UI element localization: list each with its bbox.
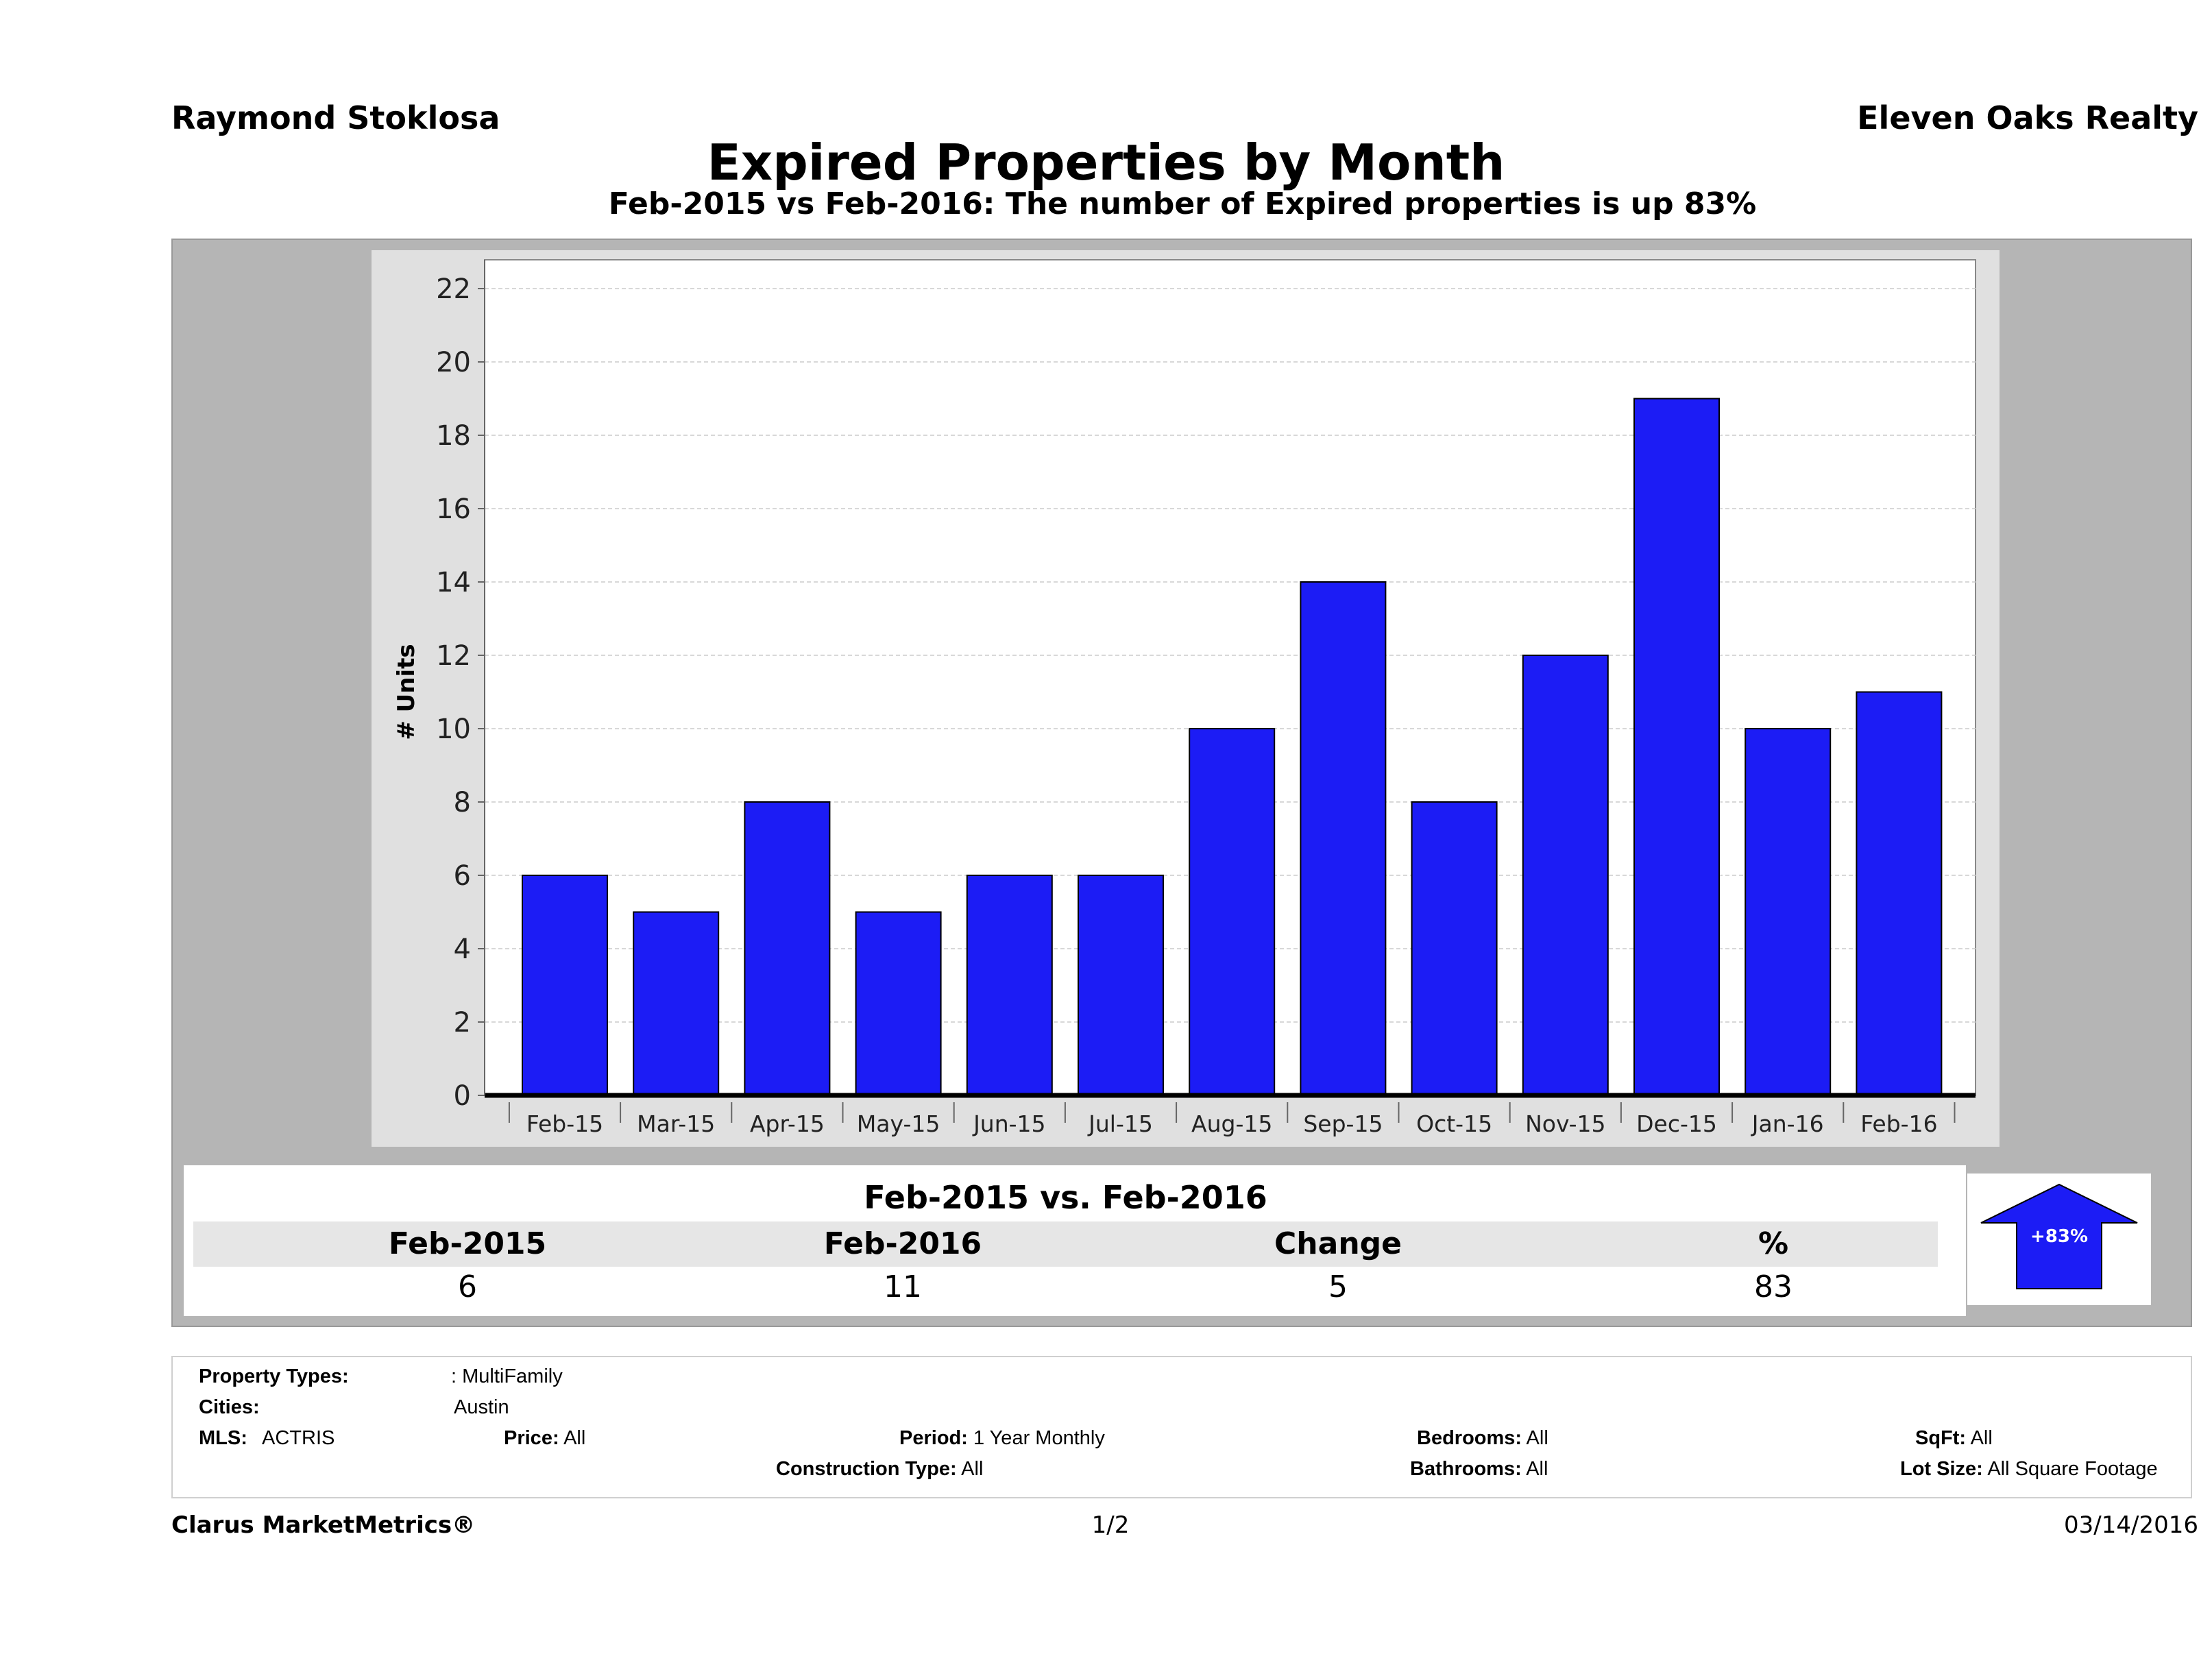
- bar: [1411, 801, 1498, 1096]
- x-tick-label: Nov-15: [1525, 1110, 1605, 1137]
- y-tick-label: 20: [436, 347, 471, 378]
- summary-value-row: 6 11 5 83: [193, 1267, 1938, 1308]
- bar: [966, 875, 1053, 1096]
- construction-type-value: All: [961, 1458, 984, 1480]
- y-tick-label: 2: [454, 1007, 471, 1038]
- x-tick-label: Apr-15: [750, 1110, 825, 1137]
- x-tick-label: Aug-15: [1191, 1110, 1272, 1137]
- bathrooms-label: Bathrooms:: [1410, 1458, 1522, 1480]
- lot-size-label: Lot Size:: [1900, 1458, 1983, 1480]
- company-name: Eleven Oaks Realty: [1857, 99, 2198, 136]
- bar: [1522, 655, 1609, 1096]
- x-tick-label: Sep-15: [1303, 1110, 1383, 1137]
- bar: [633, 911, 720, 1096]
- x-tick-label: Dec-15: [1636, 1110, 1717, 1137]
- property-types-value: : MultiFamily: [451, 1365, 563, 1387]
- y-tick-label: 16: [436, 494, 471, 525]
- x-tick-label: Jul-15: [1087, 1110, 1153, 1137]
- period-label: Period:: [899, 1427, 968, 1449]
- y-tick-label: 6: [454, 860, 471, 892]
- report-date: 03/14/2016: [2064, 1511, 2198, 1539]
- price-label: Price:: [504, 1427, 559, 1449]
- change-badge-label: +83%: [2030, 1226, 2088, 1247]
- y-tick-label: 4: [454, 934, 471, 965]
- footer-brand: Clarus MarketMetrics®: [171, 1511, 476, 1539]
- summary-header-change: Change: [1274, 1226, 1402, 1261]
- construction-type-label: Construction Type:: [776, 1458, 957, 1480]
- bar: [522, 875, 608, 1096]
- filter-info-box: Property Types: : MultiFamily Cities: Au…: [171, 1356, 2192, 1498]
- chart-title: Expired Properties by Month: [707, 134, 1505, 191]
- summary-header-feb2015: Feb-2015: [388, 1226, 547, 1261]
- property-types-label: Property Types:: [199, 1365, 349, 1387]
- y-axis-label: # Units: [393, 644, 420, 740]
- bar: [1300, 581, 1387, 1096]
- sqft-value: All: [1970, 1427, 1993, 1449]
- y-tick-label: 22: [436, 273, 471, 305]
- price-value: All: [563, 1427, 586, 1449]
- y-tick-label: 10: [436, 714, 471, 745]
- bathrooms-value: All: [1526, 1458, 1548, 1480]
- bedrooms-value: All: [1526, 1427, 1548, 1449]
- lot-size-value: All Square Footage: [1987, 1458, 2158, 1480]
- agent-name: Raymond Stoklosa: [171, 99, 500, 136]
- y-tick-label: 12: [436, 640, 471, 672]
- bar: [1856, 691, 1943, 1096]
- bar: [1189, 728, 1276, 1096]
- bar: [1078, 875, 1164, 1096]
- period-value: 1 Year Monthly: [973, 1427, 1105, 1449]
- bedrooms-label: Bedrooms:: [1417, 1427, 1522, 1449]
- bar: [1633, 398, 1720, 1096]
- page-number: 1/2: [1091, 1511, 1130, 1539]
- x-tick-label: Feb-16: [1860, 1110, 1937, 1137]
- mls-label: MLS:: [199, 1427, 247, 1449]
- chart-subtitle: Feb-2015 vs Feb-2016: The number of Expi…: [608, 186, 1757, 221]
- summary-title: Feb-2015 vs. Feb-2016: [193, 1174, 1938, 1221]
- up-arrow-icon: +83%: [1980, 1183, 2138, 1289]
- summary-value-change: 5: [1328, 1269, 1348, 1304]
- y-tick-label: 14: [436, 567, 471, 598]
- summary-value-feb2016: 11: [884, 1269, 922, 1304]
- y-tick-label: 0: [454, 1080, 471, 1112]
- bar: [855, 911, 942, 1096]
- x-tick-label: Oct-15: [1416, 1110, 1492, 1137]
- bar: [744, 801, 831, 1096]
- cities-label: Cities:: [199, 1396, 260, 1418]
- summary-header-row: Feb-2015 Feb-2016 Change %: [193, 1221, 1938, 1267]
- y-tick-label: 18: [436, 420, 471, 452]
- mls-value: ACTRIS: [262, 1427, 335, 1449]
- summary-header-percent: %: [1758, 1226, 1789, 1261]
- cities-value: Austin: [454, 1396, 509, 1418]
- y-tick-label: 8: [454, 787, 471, 818]
- summary-value-percent: 83: [1754, 1269, 1792, 1304]
- x-tick-label: Jun-15: [972, 1110, 1045, 1137]
- change-badge: +83%: [1967, 1174, 2151, 1305]
- bar: [1745, 728, 1832, 1096]
- x-tick-label: Jan-16: [1751, 1110, 1824, 1137]
- x-tick-label: Feb-15: [526, 1110, 603, 1137]
- summary-value-feb2015: 6: [458, 1269, 477, 1304]
- bar-chart: 0 2 4 6 8 10 12 14 16 18 20 22 # Units Feb-15 Mar-15 Ap…: [393, 259, 1976, 1137]
- x-tick-label: May-15: [857, 1110, 940, 1137]
- summary-header-feb2016: Feb-2016: [823, 1226, 982, 1261]
- x-tick-label: Mar-15: [637, 1110, 715, 1137]
- sqft-label: SqFt:: [1915, 1427, 1967, 1449]
